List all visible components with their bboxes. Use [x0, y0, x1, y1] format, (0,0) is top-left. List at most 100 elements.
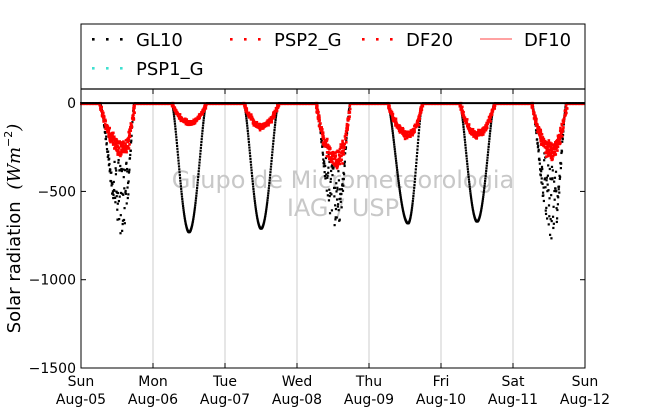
- gl10-point: [396, 175, 400, 178]
- gl10-point: [245, 119, 248, 122]
- df20-point: [554, 153, 558, 156]
- gl10-point: [538, 157, 541, 160]
- gl10-point: [103, 125, 106, 128]
- gl10-point: [481, 197, 485, 200]
- df20-point: [562, 120, 565, 124]
- gl10-point: [124, 192, 128, 195]
- df20-point: [565, 111, 568, 115]
- gl10-point: [412, 189, 416, 192]
- gl10-point: [556, 208, 559, 212]
- gl10-point: [411, 199, 414, 203]
- df20-point: [125, 147, 128, 151]
- df20-point: [117, 146, 121, 150]
- df20-point: [556, 142, 560, 146]
- df20-point: [556, 149, 559, 152]
- gl10-point: [342, 171, 345, 175]
- df20-point: [179, 119, 183, 123]
- gl10-point: [483, 187, 486, 190]
- gl10-point: [201, 124, 205, 127]
- gl10-point: [250, 172, 253, 175]
- df20-point: [416, 122, 420, 125]
- gl10-point: [552, 226, 555, 230]
- gl10-point: [343, 162, 346, 165]
- gl10-point: [174, 133, 178, 136]
- gl10-point: [195, 192, 198, 195]
- df20-point: [317, 115, 321, 119]
- df20-point: [551, 154, 555, 158]
- gl10-point: [200, 138, 203, 141]
- df20-point: [127, 147, 131, 150]
- df20-point: [490, 113, 494, 117]
- gl10-point: [251, 182, 255, 186]
- gl10-point: [480, 206, 483, 209]
- gl10-point: [129, 153, 132, 157]
- gl10-point: [544, 209, 547, 212]
- gl10-point: [174, 127, 177, 131]
- gl10-point: [105, 142, 108, 145]
- gl10-point: [462, 130, 466, 134]
- df20-point: [107, 132, 111, 135]
- df20-point: [315, 106, 319, 109]
- gl10-point: [467, 173, 470, 176]
- legend-dot-marker: [230, 38, 233, 41]
- gl10-point: [332, 167, 335, 170]
- gl10-point: [335, 216, 338, 219]
- gl10-point: [417, 129, 421, 132]
- gl10-point: [461, 120, 465, 124]
- gl10-point: [253, 202, 257, 205]
- gl10-point: [177, 165, 181, 168]
- gl10-point: [395, 164, 398, 167]
- gl10-point: [326, 174, 329, 177]
- gl10-point: [128, 168, 131, 171]
- gl10-point: [343, 164, 346, 168]
- df20-point: [129, 122, 133, 126]
- gl10-point: [345, 139, 348, 142]
- x-tick-label-day: Tue: [212, 374, 237, 390]
- gl10-point: [126, 170, 129, 173]
- gl10-point: [482, 195, 485, 198]
- gl10-point: [120, 167, 123, 171]
- gl10-point: [249, 160, 252, 163]
- df20-point: [405, 135, 409, 139]
- gl10-point: [331, 164, 334, 167]
- df20-point: [558, 138, 562, 141]
- df20-point: [468, 127, 472, 130]
- df20-point: [348, 115, 351, 118]
- gl10-point: [343, 160, 346, 163]
- gl10-point: [484, 177, 487, 180]
- gl10-point: [201, 127, 204, 130]
- gl10-point: [479, 213, 482, 216]
- x-tick-label-date: Aug-05: [56, 392, 106, 408]
- x-tick-labels: Sun Aug-05 Mon Aug-06 Tue Aug-07 Wed Aug-08 Thu A…: [56, 374, 610, 408]
- gl10-point: [541, 191, 545, 194]
- gl10-point: [462, 123, 465, 126]
- gl10-point: [553, 198, 556, 201]
- gl10-point: [392, 136, 395, 139]
- df20-point: [101, 109, 104, 113]
- gl10-point: [412, 197, 415, 200]
- legend-entry-df10: DF10: [480, 30, 571, 51]
- legend-dot-marker: [120, 38, 123, 41]
- gl10-point: [472, 210, 475, 213]
- gl10-point: [246, 132, 250, 135]
- x-tick-label-day: Sun: [572, 374, 599, 390]
- df20-point: [542, 142, 546, 145]
- gl10-point: [418, 120, 421, 123]
- df20-point: [550, 142, 553, 145]
- df20-point: [325, 137, 329, 141]
- gl10-point: [480, 208, 483, 211]
- legend-label: DF10: [524, 30, 571, 51]
- gl10-point: [202, 116, 205, 120]
- gl10-point: [468, 187, 472, 191]
- gl10-point: [113, 189, 116, 192]
- gl10-point: [327, 171, 330, 174]
- gl10-point: [122, 193, 125, 196]
- gl10-point: [174, 125, 177, 128]
- df20-point: [117, 151, 121, 154]
- gl10-point: [409, 216, 412, 219]
- df20-point: [406, 130, 410, 134]
- gl10-point: [487, 143, 490, 146]
- gl10-point: [255, 215, 259, 218]
- df20-point: [545, 155, 548, 158]
- gl10-point: [340, 192, 343, 196]
